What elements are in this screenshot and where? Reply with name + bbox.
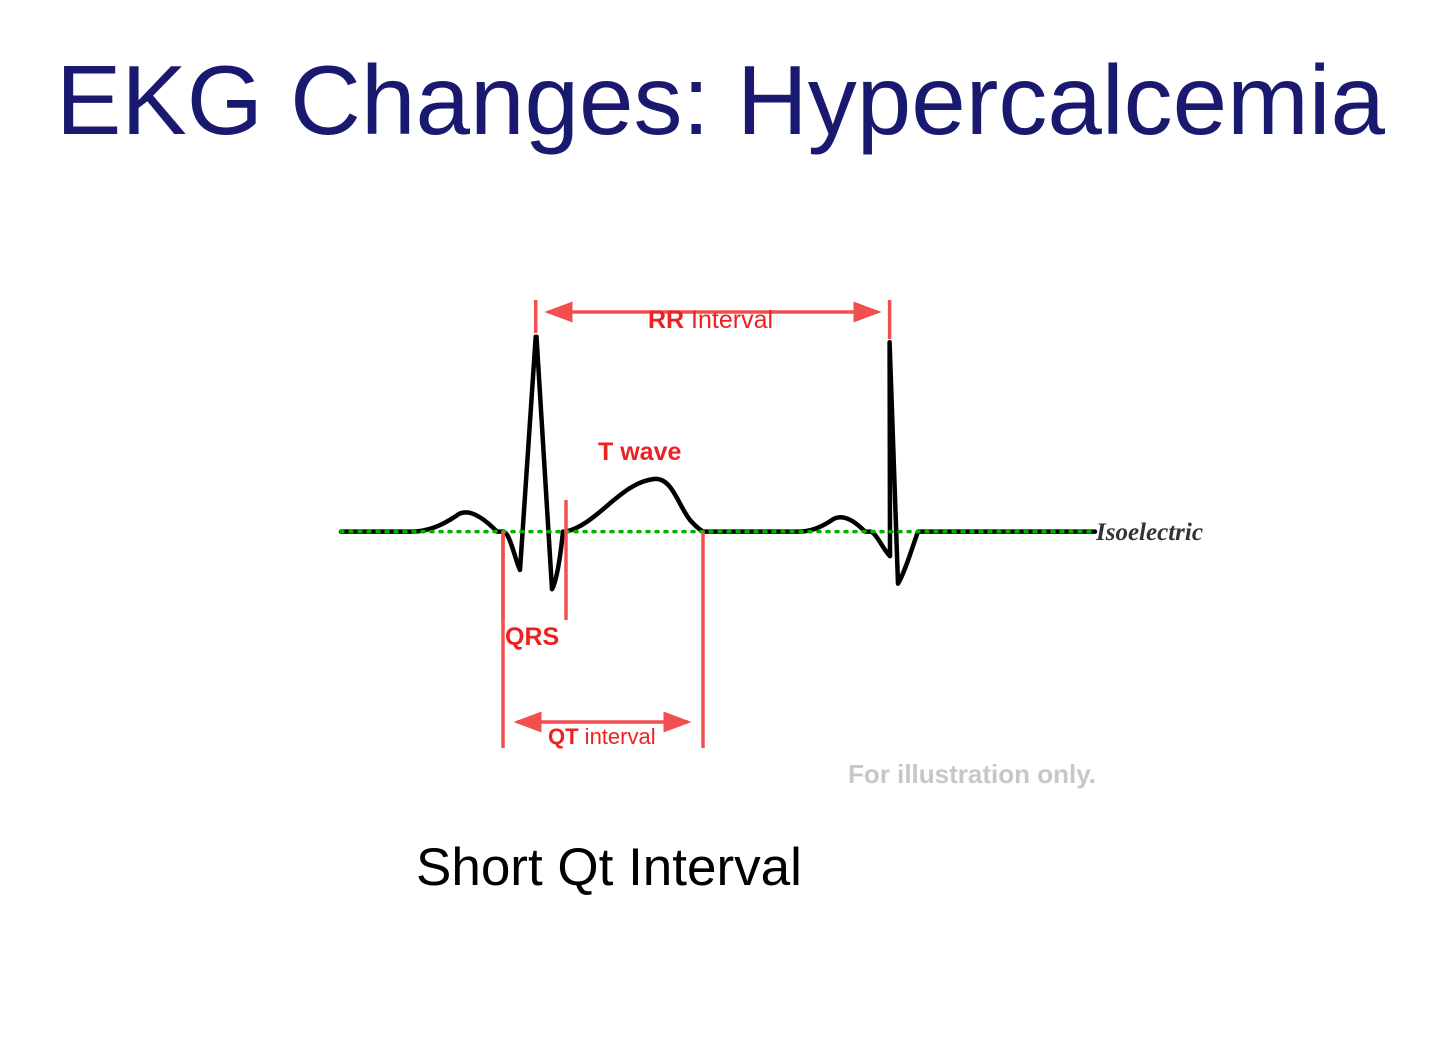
svg-text:QT interval: QT interval bbox=[548, 724, 656, 749]
svg-text:QRS: QRS bbox=[505, 623, 559, 651]
svg-text:Isoelectric: Isoelectric bbox=[1095, 519, 1203, 546]
svg-text:For illustration only.: For illustration only. bbox=[848, 759, 1096, 789]
svg-text:T wave: T wave bbox=[598, 438, 681, 466]
svg-text:RR Interval: RR Interval bbox=[648, 306, 773, 334]
